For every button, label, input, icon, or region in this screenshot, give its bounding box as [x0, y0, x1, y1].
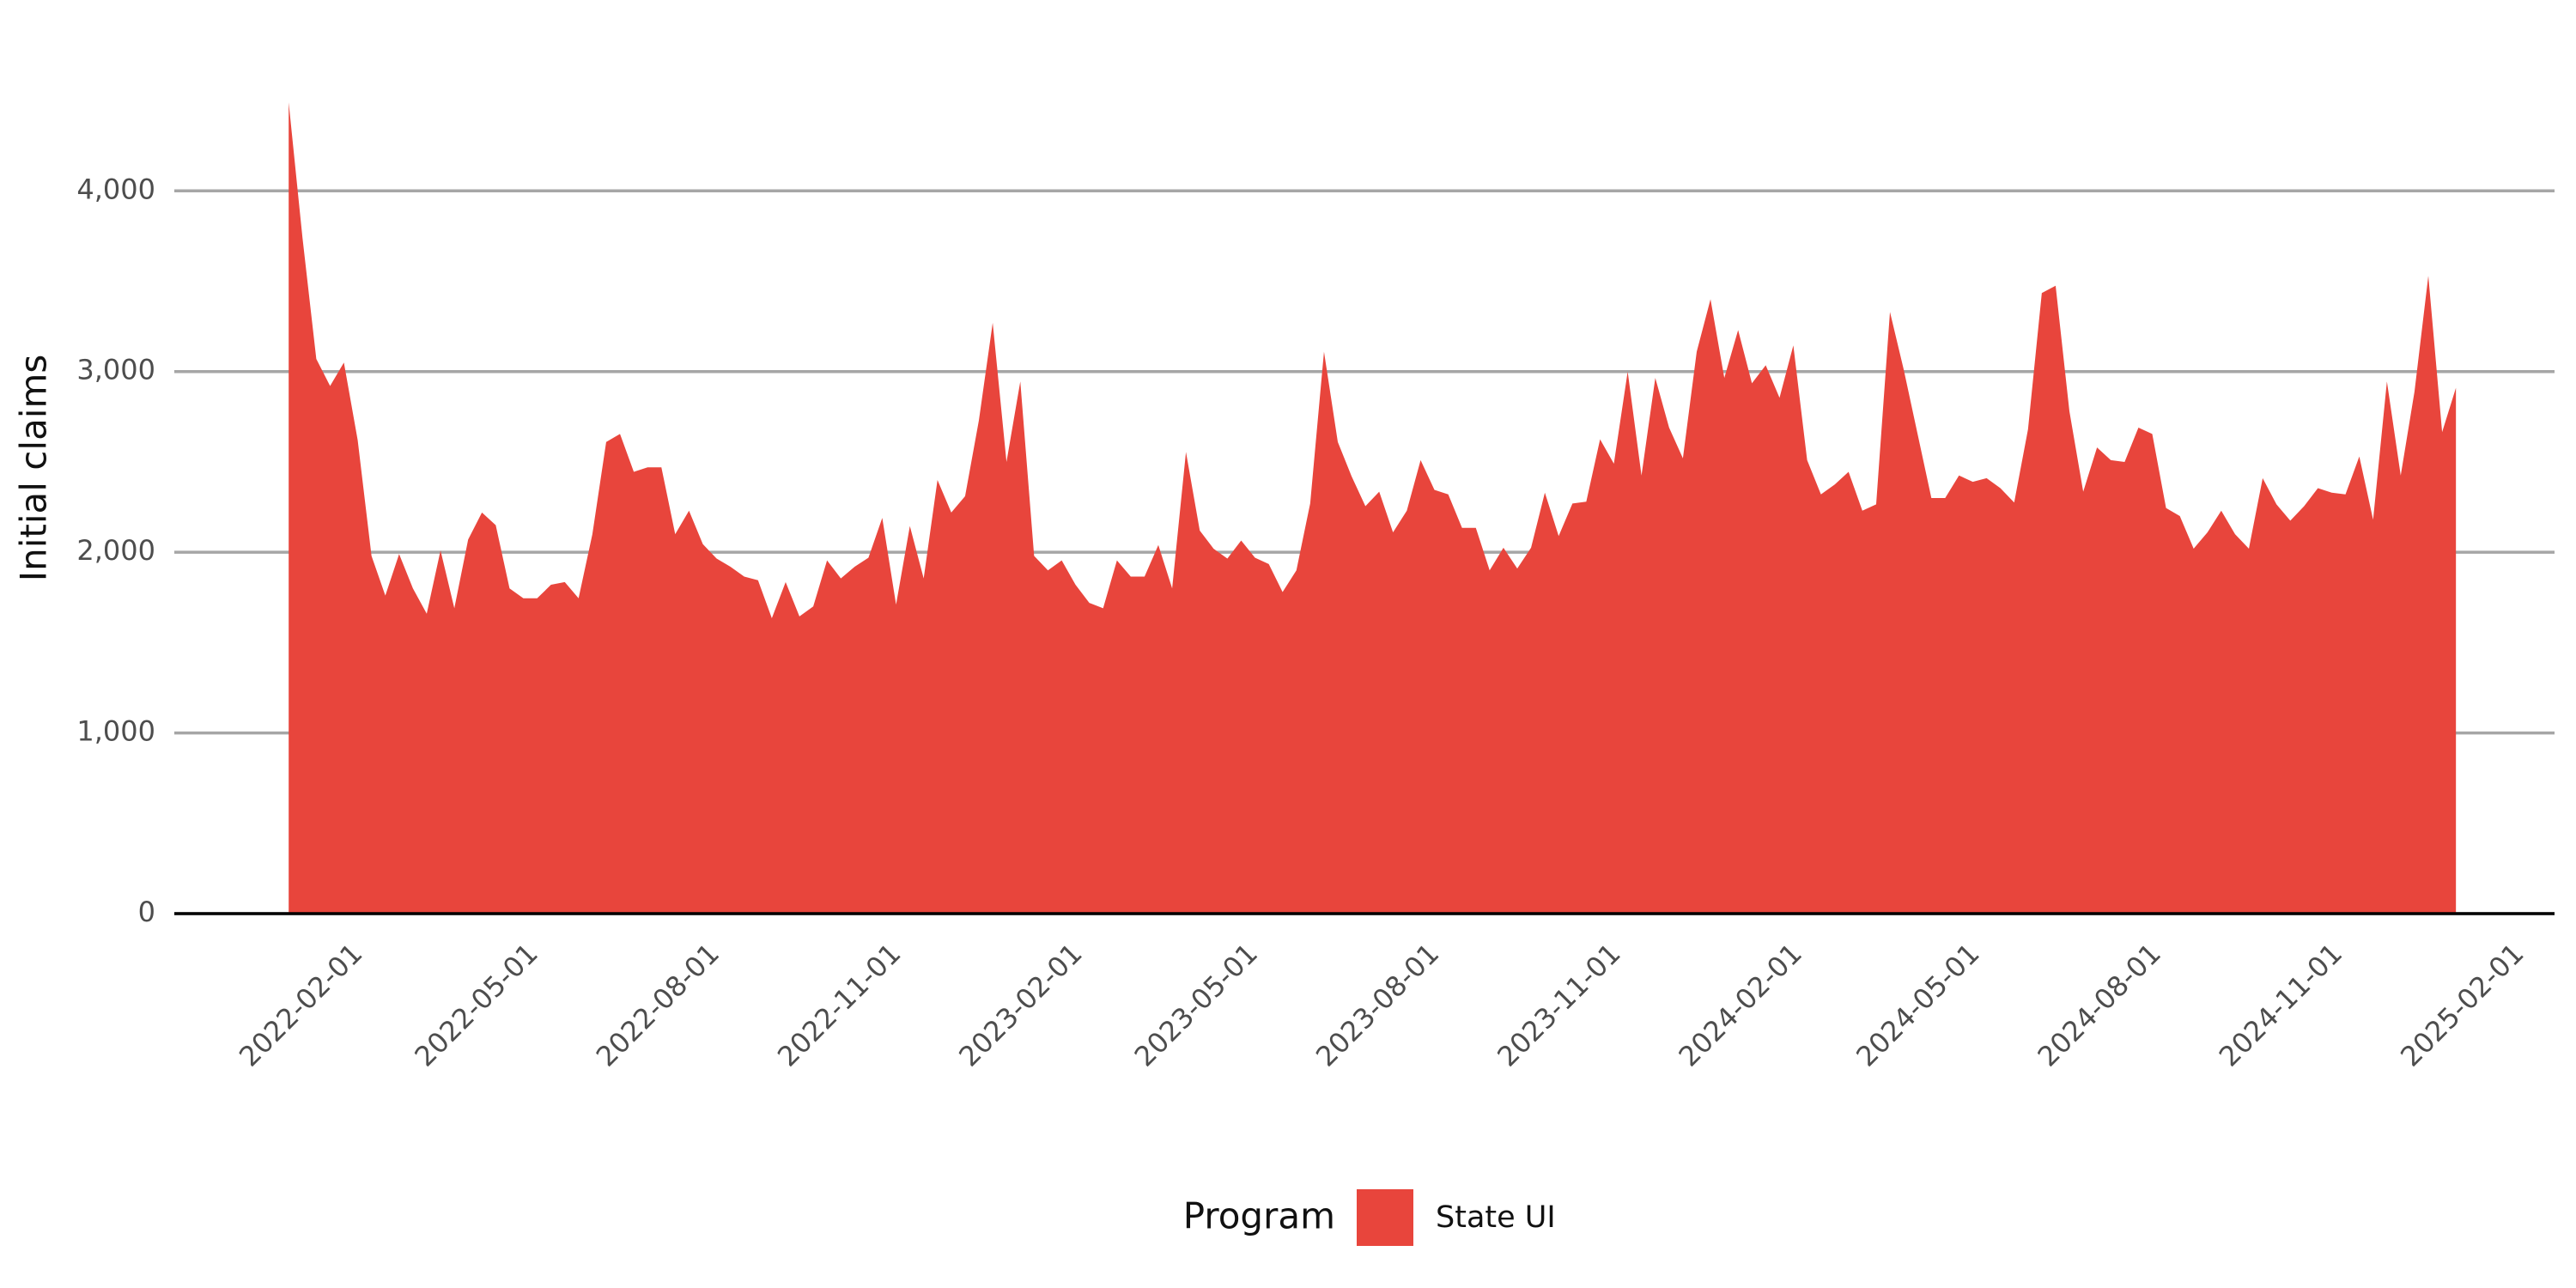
y-axis-title: Initial claims — [13, 355, 55, 582]
x-tick-label: 2023-08-01 — [1309, 937, 1445, 1072]
x-tick-label: 2022-05-01 — [408, 937, 544, 1072]
legend: Program State UI — [1183, 1189, 1556, 1246]
x-tick-label: 2024-02-01 — [1673, 937, 1808, 1072]
x-tick-label: 2022-08-01 — [590, 937, 726, 1072]
x-tick-label: 2024-05-01 — [1850, 937, 1985, 1072]
y-tick-label: 3,000 — [76, 354, 155, 386]
y-tick-label: 2,000 — [76, 534, 155, 567]
x-tick-label: 2022-02-01 — [233, 937, 368, 1072]
y-tick-label: 1,000 — [76, 715, 155, 748]
legend-swatch — [1357, 1189, 1413, 1246]
legend-label: State UI — [1436, 1200, 1556, 1235]
y-tick-label: 0 — [138, 896, 155, 928]
x-tick-label: 2024-08-01 — [2032, 937, 2167, 1072]
x-tick-label: 2023-11-01 — [1491, 937, 1626, 1072]
area — [289, 102, 2457, 914]
x-tick-label: 2025-02-01 — [2394, 937, 2530, 1072]
x-tick-label: 2024-11-01 — [2213, 937, 2348, 1072]
x-tick-label: 2023-05-01 — [1128, 937, 1264, 1072]
y-tick-label: 4,000 — [76, 173, 155, 205]
legend-title: Program — [1183, 1195, 1335, 1237]
x-tick-label: 2023-02-01 — [952, 937, 1088, 1072]
x-tick-label: 2022-11-01 — [771, 937, 907, 1072]
